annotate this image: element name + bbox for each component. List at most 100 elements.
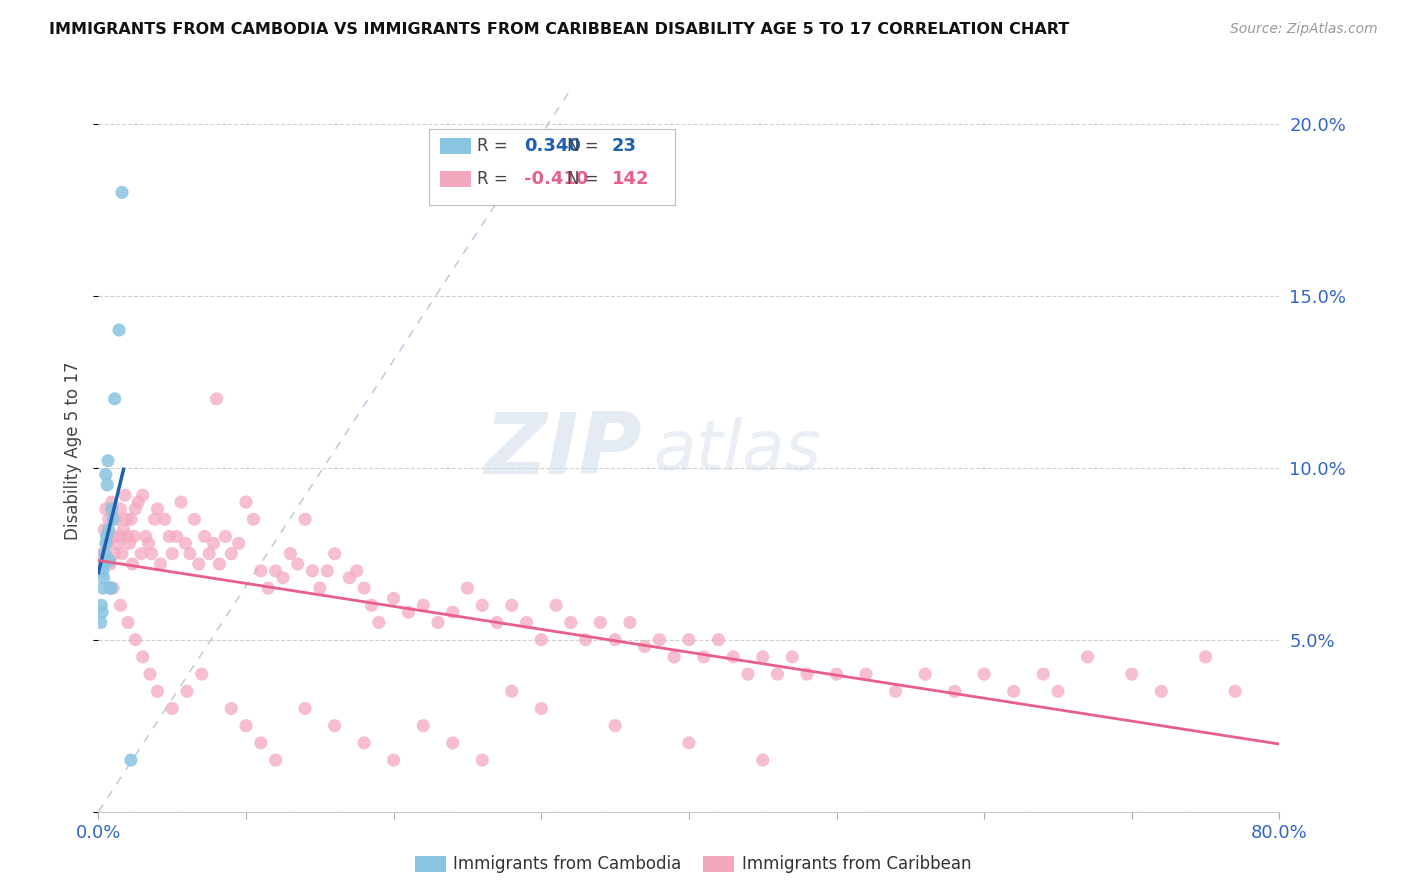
Point xyxy=(146,684,169,698)
Point xyxy=(382,591,405,606)
Point xyxy=(129,547,152,561)
Point xyxy=(250,736,273,750)
Point xyxy=(107,536,129,550)
Point xyxy=(353,736,375,750)
Point xyxy=(766,667,789,681)
Point xyxy=(221,547,243,561)
Point xyxy=(96,536,118,550)
Point xyxy=(752,649,775,664)
Point xyxy=(121,557,143,571)
Point xyxy=(94,536,117,550)
Point xyxy=(135,529,157,543)
Point xyxy=(1225,684,1247,698)
Point xyxy=(353,581,375,595)
Point xyxy=(115,512,138,526)
Point xyxy=(104,547,127,561)
Point xyxy=(560,615,582,630)
Point xyxy=(323,547,346,561)
Text: ZIP: ZIP xyxy=(484,409,641,492)
Point xyxy=(605,719,627,733)
Point xyxy=(323,719,346,733)
Point xyxy=(205,392,228,406)
Point xyxy=(166,529,188,543)
Point xyxy=(471,599,494,613)
Point xyxy=(208,557,231,571)
Point xyxy=(294,512,316,526)
Point xyxy=(202,536,225,550)
Point xyxy=(339,571,361,585)
Point xyxy=(678,632,700,647)
Point xyxy=(120,512,142,526)
Point xyxy=(120,753,142,767)
Text: atlas: atlas xyxy=(654,417,821,484)
Point xyxy=(139,667,162,681)
Point xyxy=(693,649,716,664)
Point xyxy=(110,502,132,516)
Point xyxy=(103,512,125,526)
Point xyxy=(501,599,523,613)
Point xyxy=(96,478,118,492)
Point xyxy=(111,547,134,561)
Text: N =: N = xyxy=(567,137,598,155)
Point xyxy=(707,632,730,647)
Point xyxy=(98,581,121,595)
Point xyxy=(117,529,139,543)
Point xyxy=(179,547,201,561)
Point xyxy=(108,529,131,543)
Point xyxy=(973,667,995,681)
Point xyxy=(1121,667,1143,681)
Text: R =: R = xyxy=(477,170,508,188)
Text: 0.340: 0.340 xyxy=(524,137,581,155)
Point xyxy=(280,547,302,561)
Point xyxy=(132,488,155,502)
Point xyxy=(103,581,125,595)
Point xyxy=(368,615,391,630)
Point xyxy=(96,529,118,543)
Point xyxy=(94,502,117,516)
Point xyxy=(162,547,183,561)
Point xyxy=(412,599,434,613)
Point xyxy=(124,502,146,516)
Point xyxy=(170,495,193,509)
Point xyxy=(257,581,280,595)
Point xyxy=(427,615,450,630)
Point xyxy=(486,615,509,630)
Point xyxy=(127,495,149,509)
Point xyxy=(104,392,127,406)
Point xyxy=(93,571,115,585)
Point xyxy=(914,667,936,681)
Point xyxy=(855,667,877,681)
Point xyxy=(678,736,700,750)
Point xyxy=(132,649,155,664)
Point xyxy=(589,615,612,630)
Text: R =: R = xyxy=(477,137,508,155)
Point xyxy=(198,547,221,561)
Point xyxy=(648,632,671,647)
Point xyxy=(114,488,136,502)
Point xyxy=(309,581,332,595)
Point xyxy=(546,599,568,613)
Point xyxy=(149,557,172,571)
Point xyxy=(112,523,135,537)
Point xyxy=(737,667,759,681)
Point xyxy=(884,684,907,698)
Point xyxy=(183,512,205,526)
Point xyxy=(360,599,382,613)
Point xyxy=(605,632,627,647)
Point xyxy=(91,564,114,578)
Point xyxy=(1047,684,1070,698)
Point xyxy=(91,581,114,595)
Point xyxy=(471,753,494,767)
Point xyxy=(191,667,214,681)
Point xyxy=(1032,667,1054,681)
Point xyxy=(1150,684,1173,698)
Point xyxy=(187,557,209,571)
Point xyxy=(221,701,243,715)
Point xyxy=(634,640,657,654)
Point xyxy=(294,701,316,715)
Point xyxy=(752,753,775,767)
Point xyxy=(943,684,966,698)
Point xyxy=(441,605,464,619)
Text: Immigrants from Cambodia: Immigrants from Cambodia xyxy=(453,855,681,873)
Point xyxy=(228,536,250,550)
